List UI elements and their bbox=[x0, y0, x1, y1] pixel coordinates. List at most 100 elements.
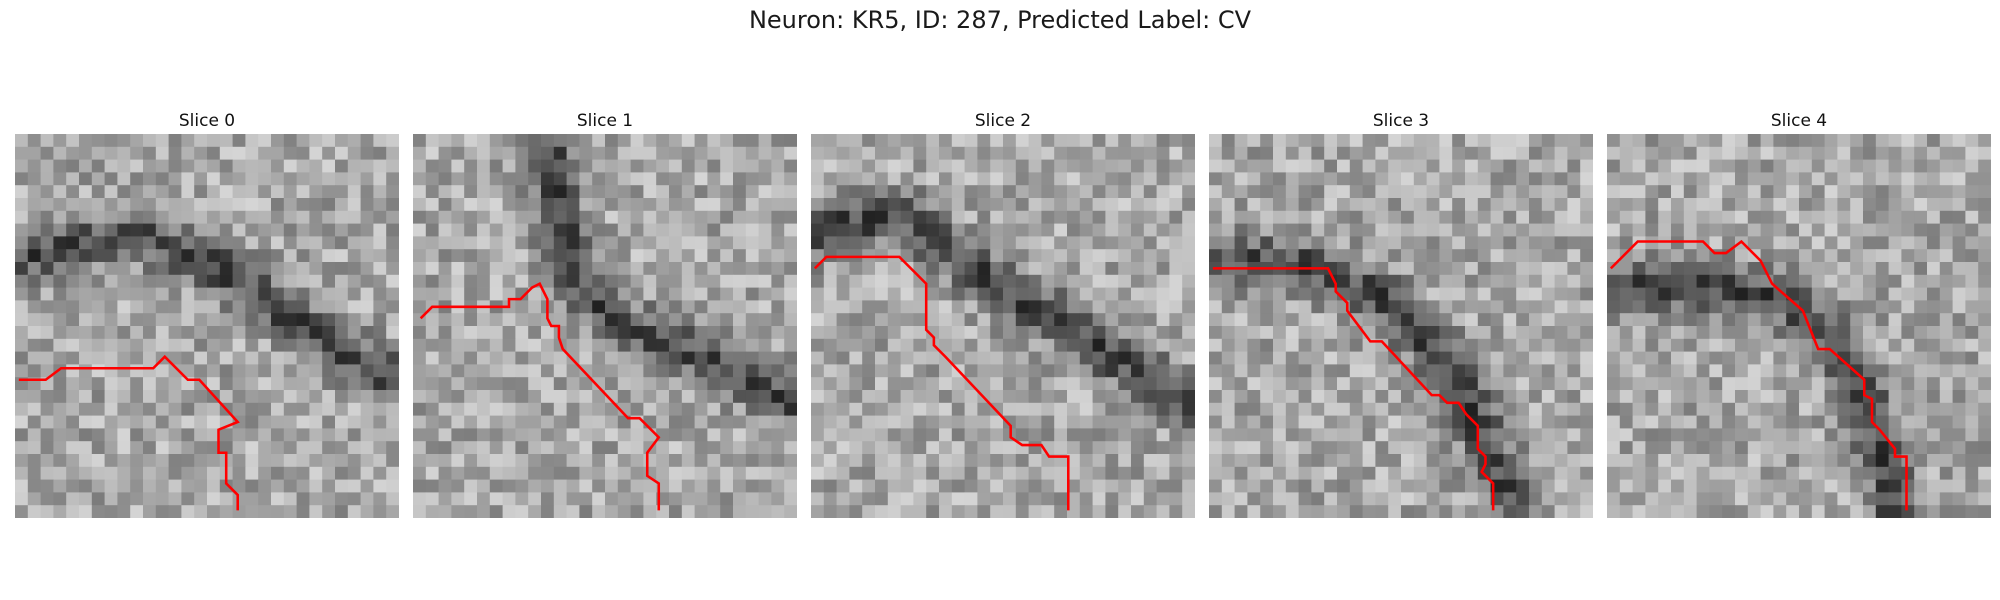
image-pixel bbox=[784, 210, 797, 224]
image-pixel bbox=[1260, 466, 1274, 480]
slice-title: Slice 3 bbox=[1372, 111, 1430, 131]
image-pixel bbox=[40, 210, 54, 224]
image-pixel bbox=[413, 159, 427, 173]
image-pixel bbox=[1811, 287, 1825, 301]
image-pixel bbox=[1273, 390, 1287, 404]
image-pixel bbox=[1247, 415, 1261, 429]
image-pixel bbox=[1619, 172, 1633, 186]
image-pixel bbox=[271, 185, 285, 199]
image-pixel bbox=[1683, 441, 1697, 455]
image-pixel bbox=[1799, 172, 1813, 186]
image-pixel bbox=[1875, 300, 1889, 314]
image-pixel bbox=[1541, 198, 1555, 212]
image-pixel bbox=[1683, 146, 1697, 160]
image-pixel bbox=[477, 492, 491, 506]
image-pixel bbox=[951, 377, 965, 391]
image-pixel bbox=[117, 313, 131, 327]
image-pixel bbox=[1324, 198, 1338, 212]
image-pixel bbox=[707, 441, 721, 455]
image-pixel bbox=[1105, 479, 1119, 493]
image-pixel bbox=[143, 441, 157, 455]
image-pixel bbox=[219, 249, 233, 263]
image-pixel bbox=[836, 326, 850, 340]
image-pixel bbox=[1914, 338, 1928, 352]
image-pixel bbox=[1952, 454, 1966, 468]
image-pixel bbox=[669, 236, 683, 250]
image-pixel bbox=[1273, 300, 1287, 314]
image-pixel bbox=[592, 134, 606, 148]
image-pixel bbox=[322, 262, 336, 276]
image-pixel bbox=[1362, 505, 1376, 518]
image-pixel bbox=[1182, 185, 1195, 199]
image-pixel bbox=[1837, 172, 1851, 186]
image-pixel bbox=[309, 262, 323, 276]
image-pixel bbox=[15, 466, 29, 480]
image-pixel bbox=[1952, 466, 1966, 480]
image-pixel bbox=[1260, 364, 1274, 378]
image-pixel bbox=[1143, 415, 1157, 429]
image-pixel bbox=[1465, 338, 1479, 352]
image-pixel bbox=[79, 415, 93, 429]
image-pixel bbox=[1965, 377, 1979, 391]
image-pixel bbox=[630, 428, 644, 442]
image-pixel bbox=[347, 313, 361, 327]
image-pixel bbox=[1465, 262, 1479, 276]
image-pixel bbox=[1413, 428, 1427, 442]
image-pixel bbox=[413, 351, 427, 365]
image-pixel bbox=[347, 159, 361, 173]
image-pixel bbox=[566, 249, 580, 263]
image-pixel bbox=[1324, 428, 1338, 442]
image-pixel bbox=[258, 492, 272, 506]
image-pixel bbox=[1567, 146, 1581, 160]
image-pixel bbox=[283, 185, 297, 199]
image-pixel bbox=[130, 287, 144, 301]
image-pixel bbox=[1939, 313, 1953, 327]
image-pixel bbox=[464, 338, 478, 352]
image-pixel bbox=[1260, 402, 1274, 416]
image-pixel bbox=[887, 185, 901, 199]
image-pixel bbox=[1863, 262, 1877, 276]
image-pixel bbox=[1375, 390, 1389, 404]
image-pixel bbox=[643, 454, 657, 468]
image-pixel bbox=[66, 415, 80, 429]
image-pixel bbox=[1015, 377, 1029, 391]
image-pixel bbox=[1169, 479, 1183, 493]
image-pixel bbox=[528, 415, 542, 429]
image-pixel bbox=[1041, 198, 1055, 212]
image-pixel bbox=[425, 172, 439, 186]
image-pixel bbox=[194, 492, 208, 506]
image-pixel bbox=[1875, 415, 1889, 429]
image-pixel bbox=[168, 505, 182, 518]
image-pixel bbox=[681, 300, 695, 314]
image-pixel bbox=[181, 185, 195, 199]
image-pixel bbox=[40, 274, 54, 288]
image-pixel bbox=[1247, 492, 1261, 506]
image-pixel bbox=[1939, 300, 1953, 314]
image-pixel bbox=[1965, 338, 1979, 352]
image-pixel bbox=[977, 146, 991, 160]
image-pixel bbox=[1658, 198, 1672, 212]
image-pixel bbox=[53, 198, 67, 212]
image-pixel bbox=[1863, 287, 1877, 301]
image-pixel bbox=[579, 505, 593, 518]
image-pixel bbox=[1131, 223, 1145, 237]
image-pixel bbox=[1079, 466, 1093, 480]
image-pixel bbox=[1567, 134, 1581, 148]
image-pixel bbox=[1503, 326, 1517, 340]
image-pixel bbox=[862, 134, 876, 148]
image-pixel bbox=[566, 377, 580, 391]
image-pixel bbox=[1747, 338, 1761, 352]
image-pixel bbox=[1914, 159, 1928, 173]
image-pixel bbox=[258, 364, 272, 378]
image-pixel bbox=[964, 466, 978, 480]
image-pixel bbox=[528, 326, 542, 340]
image-pixel bbox=[1465, 274, 1479, 288]
image-pixel bbox=[79, 198, 93, 212]
image-pixel bbox=[104, 479, 118, 493]
image-pixel bbox=[617, 172, 631, 186]
image-pixel bbox=[1169, 236, 1183, 250]
image-pixel bbox=[360, 146, 374, 160]
image-pixel bbox=[1927, 185, 1941, 199]
image-pixel bbox=[1965, 249, 1979, 263]
image-pixel bbox=[1477, 300, 1491, 314]
